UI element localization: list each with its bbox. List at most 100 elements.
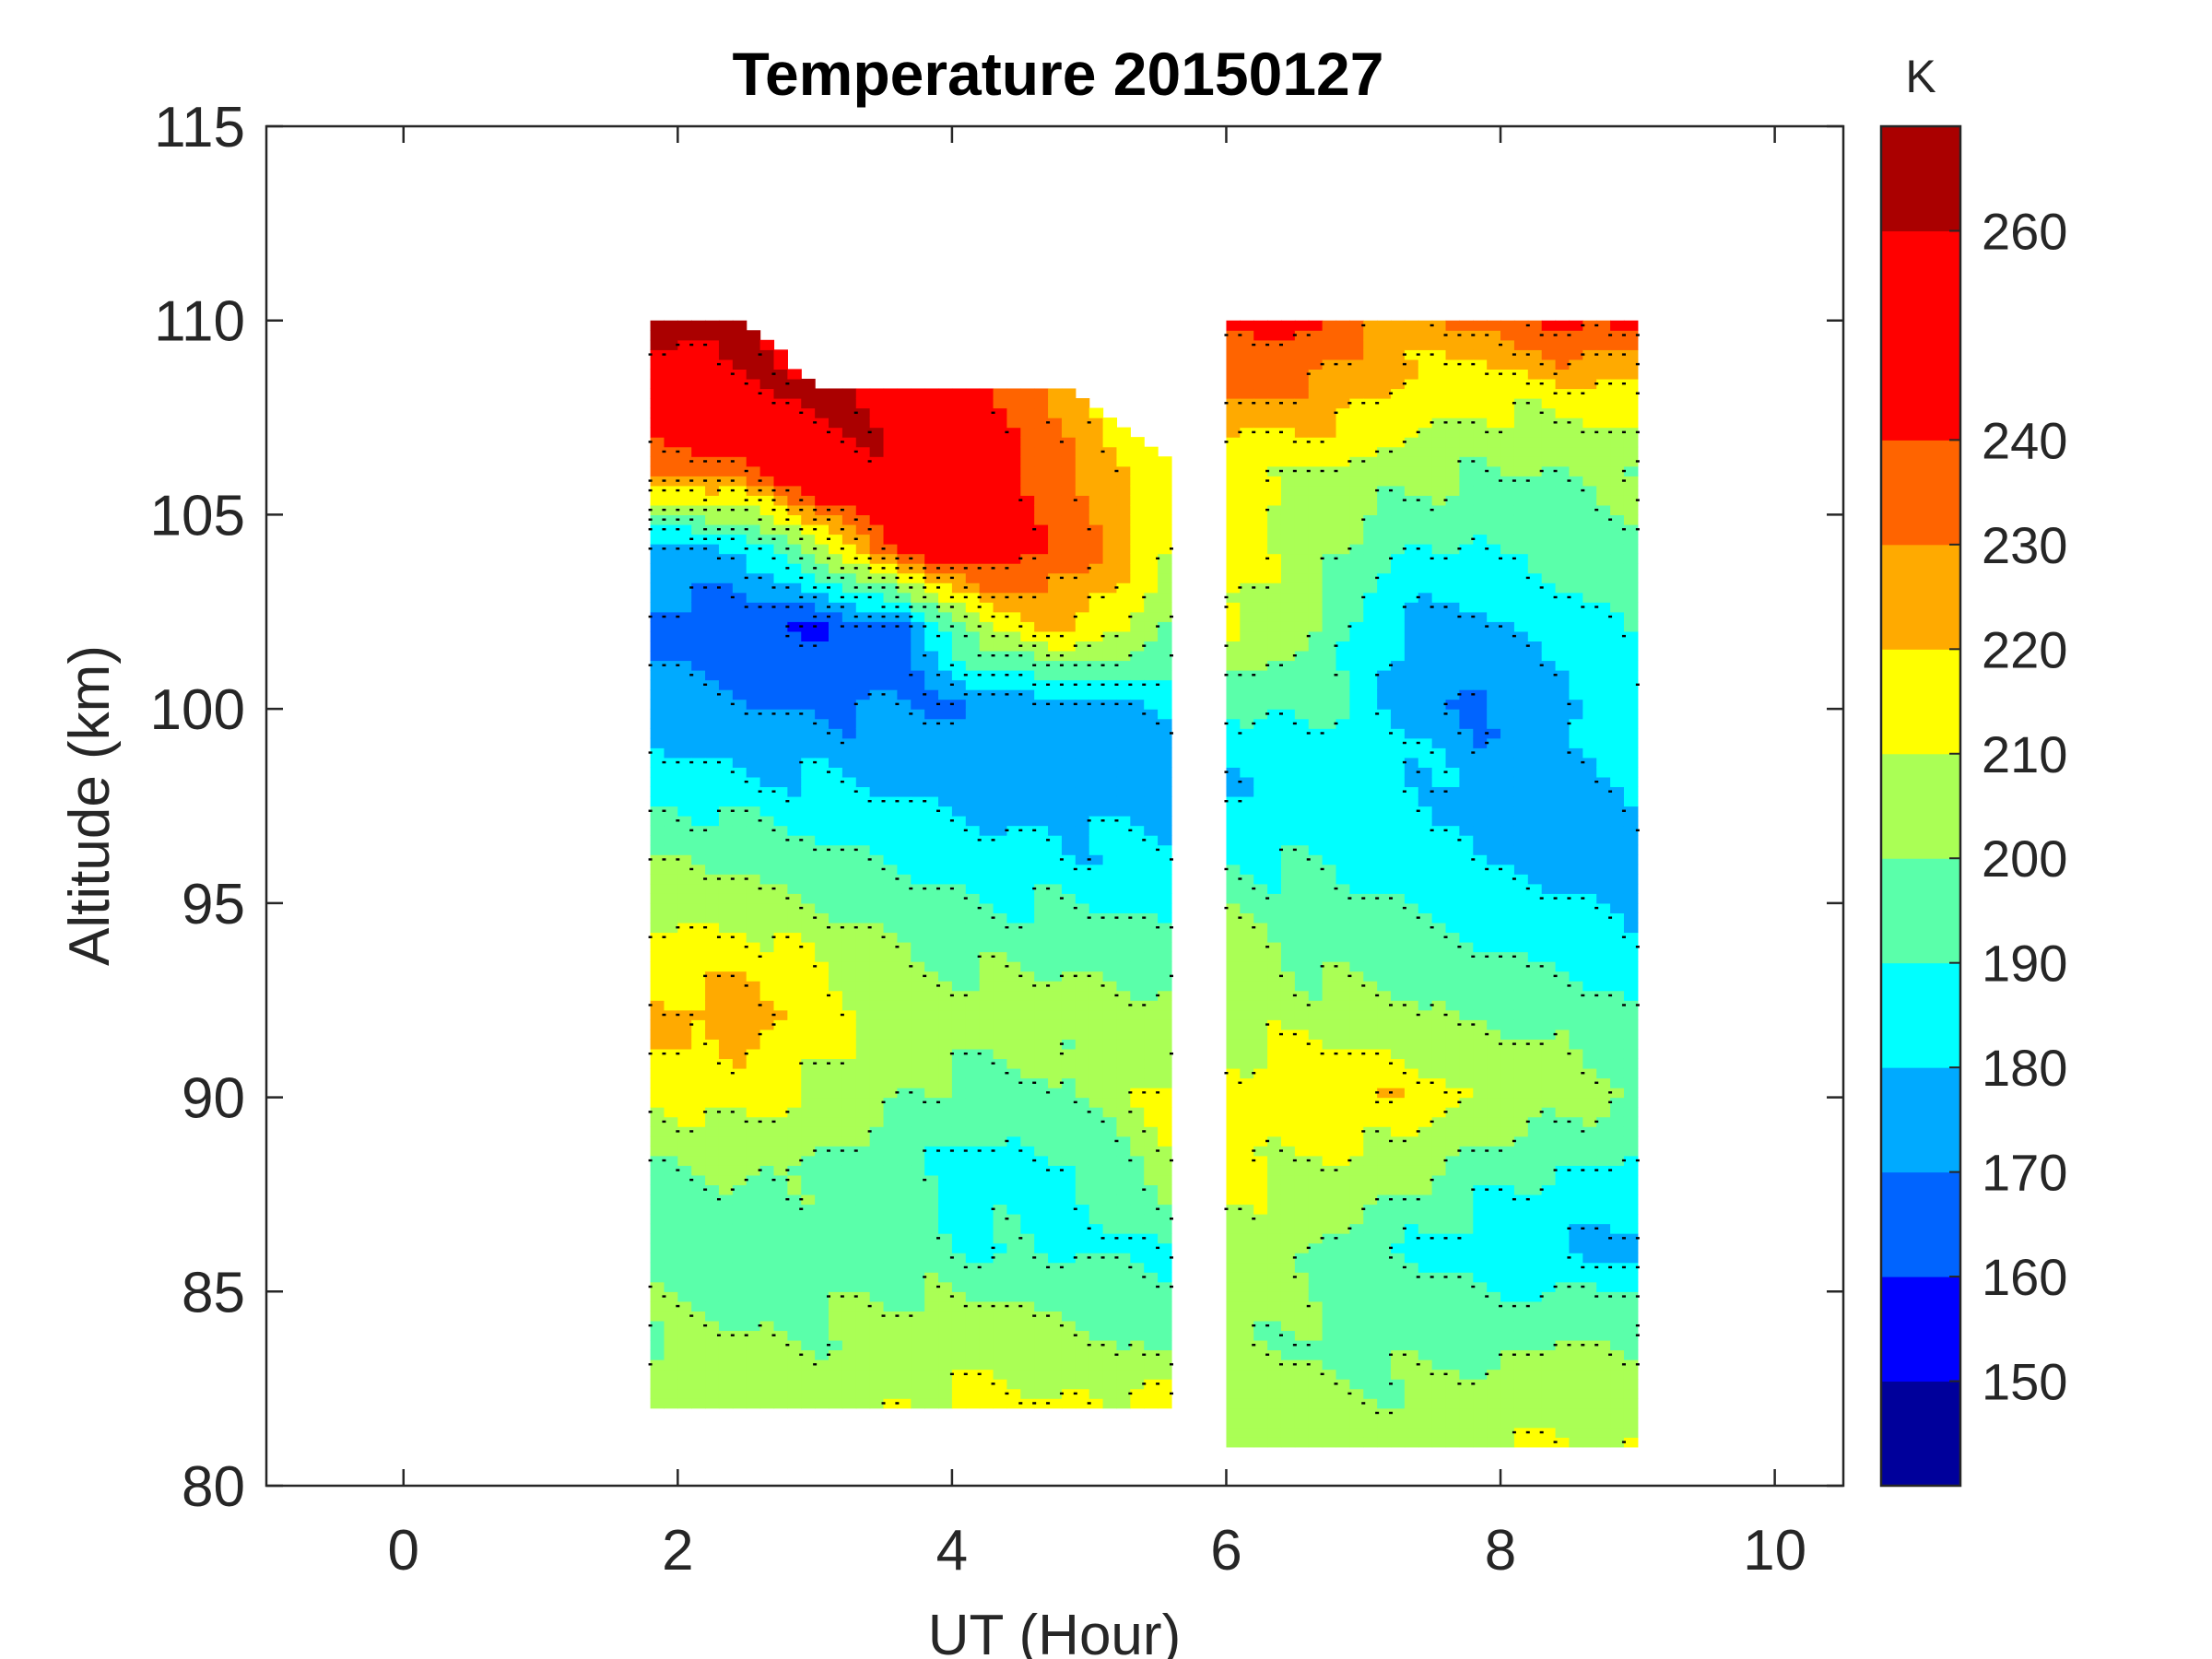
- contour-cell: [1144, 446, 1159, 457]
- contour-cell: [677, 359, 692, 370]
- contour-cell: [732, 1039, 747, 1050]
- contour-cell: [924, 699, 939, 710]
- contour-cell: [1267, 1107, 1282, 1118]
- contour-cell: [1240, 1369, 1254, 1380]
- contour-cell: [911, 767, 925, 778]
- contour-cell: [1116, 1369, 1131, 1380]
- contour-cell: [1322, 922, 1337, 934]
- contour-cell: [993, 932, 1008, 943]
- contour-cell: [924, 1000, 939, 1011]
- contour-cell: [801, 816, 816, 827]
- contour-cell: [1294, 747, 1310, 759]
- contour-cell: [841, 1242, 857, 1253]
- contour-cell: [746, 1300, 761, 1312]
- contour-cell: [787, 912, 802, 924]
- contour-cell: [787, 699, 802, 710]
- contour-cell: [1267, 912, 1282, 924]
- contour-cell: [1130, 825, 1145, 836]
- contour-cell: [951, 514, 967, 525]
- contour-cell: [1253, 1388, 1268, 1399]
- contour-cell: [1294, 786, 1310, 797]
- contour-cell: [691, 1379, 706, 1390]
- contour-cell: [1006, 699, 1021, 710]
- contour-cell: [1075, 456, 1090, 467]
- contour-cell: [993, 485, 1008, 496]
- contour-cell: [855, 1291, 871, 1302]
- contour-cell: [951, 1339, 967, 1351]
- contour-cell: [1226, 776, 1241, 788]
- contour-cell: [1088, 825, 1104, 836]
- contour-cell: [1253, 320, 1268, 331]
- contour-cell: [1116, 456, 1131, 467]
- contour-cell: [1102, 1029, 1118, 1040]
- contour-cell: [1034, 621, 1049, 632]
- contour-cell: [829, 1107, 843, 1118]
- contour-cell: [705, 1281, 720, 1292]
- contour-cell: [883, 1359, 898, 1371]
- contour-cell: [1280, 630, 1296, 641]
- contour-cell: [1253, 1242, 1268, 1253]
- contour-cell: [1280, 1039, 1296, 1050]
- contour-cell: [1034, 582, 1049, 594]
- contour-cell: [801, 582, 816, 594]
- contour-cell: [1253, 369, 1268, 380]
- contour-cell: [1102, 825, 1118, 836]
- contour-cell: [1226, 1427, 1241, 1438]
- contour-cell: [691, 1262, 706, 1273]
- contour-cell: [746, 437, 761, 448]
- contour-cell: [746, 1388, 761, 1399]
- contour-cell: [1048, 1097, 1063, 1108]
- contour-cell: [938, 1067, 953, 1079]
- contour-cell: [1075, 1311, 1090, 1322]
- contour-cell: [841, 1281, 857, 1292]
- contour-cell: [691, 553, 706, 564]
- contour-cell: [1034, 418, 1049, 429]
- contour-cell: [1240, 1184, 1254, 1195]
- contour-cell: [746, 1000, 761, 1011]
- contour-cell: [718, 1388, 734, 1399]
- contour-cell: [951, 1146, 967, 1157]
- contour-cell: [650, 893, 665, 904]
- contour-cell: [1308, 670, 1324, 681]
- contour-cell: [1226, 844, 1241, 855]
- contour-cell: [1075, 737, 1090, 748]
- contour-cell: [1240, 553, 1254, 564]
- contour-cell: [1240, 844, 1254, 855]
- contour-cell: [1226, 786, 1241, 797]
- contour-cell: [993, 1388, 1008, 1399]
- contour-cell: [993, 514, 1008, 525]
- contour-cell: [1061, 922, 1077, 934]
- contour-cell: [1308, 709, 1324, 720]
- contour-cell: [993, 737, 1008, 748]
- contour-cell: [869, 795, 885, 807]
- contour-cell: [951, 689, 967, 700]
- contour-cell: [705, 1155, 720, 1166]
- contour-cell: [801, 544, 816, 555]
- contour-cell: [1322, 1330, 1337, 1341]
- contour-cell: [841, 816, 857, 827]
- contour-cell: [1322, 407, 1337, 418]
- contour-cell: [691, 776, 706, 788]
- contour-cell: [1020, 1165, 1035, 1176]
- contour-cell: [718, 1135, 734, 1147]
- contour-cell: [677, 1039, 692, 1050]
- contour-cell: [759, 611, 775, 622]
- contour-cell: [677, 369, 692, 380]
- contour-cell: [801, 1058, 816, 1069]
- contour-cell: [1130, 1135, 1145, 1147]
- contour-cell: [855, 602, 871, 613]
- contour-cell: [1061, 1214, 1077, 1225]
- contour-cell: [924, 922, 939, 934]
- contour-cell: [664, 1019, 678, 1030]
- contour-cell: [1144, 1214, 1159, 1225]
- contour-cell: [897, 825, 912, 836]
- contour-cell: [924, 1077, 939, 1088]
- contour-cell: [1061, 1388, 1077, 1399]
- contour-cell: [1240, 1088, 1254, 1099]
- contour-cell: [911, 1253, 925, 1264]
- contour-cell: [815, 1019, 830, 1030]
- contour-cell: [1034, 427, 1049, 438]
- contour-cell: [677, 1339, 692, 1351]
- contour-cell: [883, 1000, 898, 1011]
- contour-cell: [732, 1000, 747, 1011]
